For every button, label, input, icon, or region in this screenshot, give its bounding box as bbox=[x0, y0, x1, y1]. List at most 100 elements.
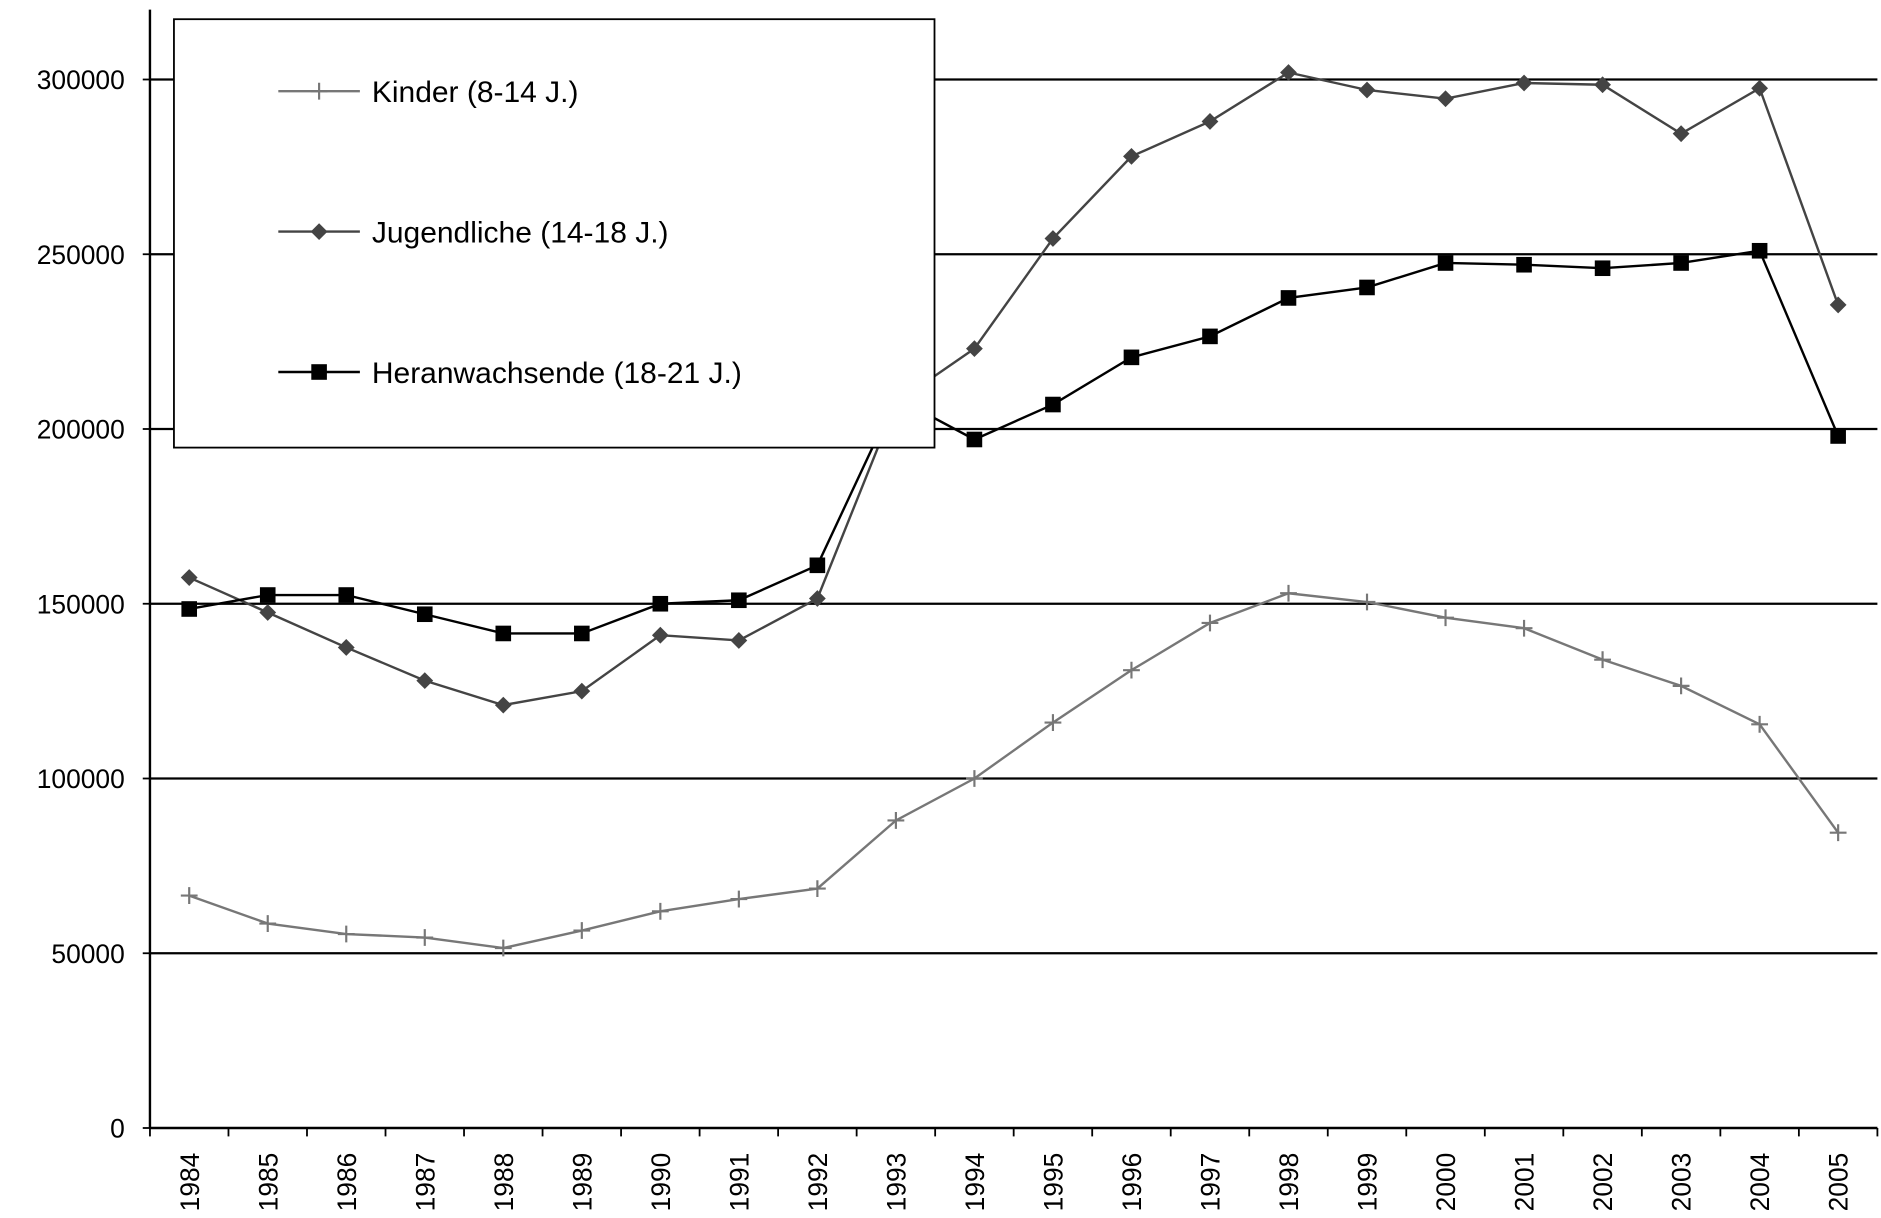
x-tick-label: 1990 bbox=[646, 1153, 676, 1212]
legend-marker bbox=[310, 223, 328, 240]
data-point bbox=[573, 922, 591, 939]
y-tick-label: 100000 bbox=[37, 764, 125, 794]
series-line bbox=[188, 71, 1840, 707]
x-tick-label: 2003 bbox=[1667, 1153, 1697, 1212]
x-tick-label: 1999 bbox=[1353, 1153, 1383, 1212]
data-point bbox=[1358, 593, 1376, 611]
data-point bbox=[1672, 125, 1690, 143]
data-point bbox=[651, 626, 669, 644]
data-point bbox=[338, 587, 355, 603]
data-point bbox=[1280, 64, 1297, 81]
x-tick-label: 2000 bbox=[1431, 1153, 1461, 1212]
data-point bbox=[1437, 609, 1454, 627]
data-point bbox=[495, 625, 512, 642]
legend-marker bbox=[310, 82, 328, 100]
data-point bbox=[808, 590, 826, 607]
data-point bbox=[1751, 242, 1768, 259]
x-tick-label: 1991 bbox=[724, 1153, 754, 1212]
data-point bbox=[651, 902, 669, 920]
legend-marker bbox=[311, 364, 327, 380]
data-point bbox=[1359, 279, 1375, 296]
data-point bbox=[259, 604, 277, 621]
x-tick-label: 1993 bbox=[881, 1153, 911, 1212]
data-point bbox=[181, 601, 198, 617]
data-point bbox=[966, 770, 983, 787]
data-point bbox=[1280, 290, 1297, 306]
y-tick-label: 300000 bbox=[37, 65, 125, 95]
data-point bbox=[1437, 255, 1454, 271]
x-tick-label: 1987 bbox=[410, 1153, 440, 1212]
data-point bbox=[1515, 619, 1533, 637]
x-tick-label: 2004 bbox=[1745, 1153, 1775, 1212]
data-point bbox=[966, 431, 983, 448]
data-point bbox=[1672, 677, 1690, 695]
data-point bbox=[573, 682, 591, 700]
x-tick-label: 1988 bbox=[489, 1153, 519, 1212]
legend-label: Jugendliche (14-18 J.) bbox=[372, 216, 669, 249]
data-point bbox=[1044, 714, 1062, 731]
data-point bbox=[494, 696, 512, 714]
data-point bbox=[259, 587, 276, 603]
data-point bbox=[1673, 255, 1689, 271]
x-tick-label: 1989 bbox=[567, 1153, 597, 1212]
data-point bbox=[730, 632, 748, 649]
y-tick-label: 0 bbox=[110, 1114, 125, 1144]
data-point bbox=[808, 880, 826, 897]
data-point bbox=[1280, 584, 1297, 602]
data-point bbox=[337, 925, 355, 943]
data-point bbox=[730, 890, 748, 908]
data-point bbox=[180, 887, 198, 904]
x-tick-label: 1985 bbox=[253, 1153, 283, 1212]
data-point bbox=[337, 639, 355, 656]
data-point bbox=[1201, 614, 1219, 632]
x-tick-label: 2001 bbox=[1510, 1153, 1540, 1212]
data-point bbox=[966, 340, 983, 358]
data-point bbox=[1829, 296, 1847, 314]
data-point bbox=[259, 915, 277, 932]
x-tick-label: 1994 bbox=[960, 1153, 990, 1212]
data-point bbox=[1437, 90, 1454, 108]
data-point bbox=[1515, 74, 1533, 92]
data-point bbox=[180, 569, 198, 586]
data-point bbox=[809, 557, 826, 574]
data-point bbox=[1201, 113, 1219, 130]
data-point bbox=[1045, 396, 1061, 413]
x-tick-label: 2002 bbox=[1588, 1153, 1618, 1212]
data-point bbox=[1358, 81, 1376, 99]
data-point bbox=[1123, 349, 1140, 366]
data-point bbox=[1830, 428, 1846, 444]
data-point bbox=[494, 939, 512, 957]
data-point bbox=[1516, 256, 1532, 273]
x-tick-label: 1986 bbox=[332, 1153, 362, 1212]
series-line bbox=[189, 249, 1840, 635]
data-point bbox=[1123, 661, 1140, 679]
data-point bbox=[574, 625, 590, 642]
x-tick-label: 1997 bbox=[1196, 1153, 1226, 1212]
data-point bbox=[416, 606, 433, 623]
data-point bbox=[1829, 824, 1847, 842]
data-point bbox=[1594, 260, 1611, 277]
x-tick-label: 1995 bbox=[1039, 1153, 1069, 1212]
y-tick-label: 150000 bbox=[37, 589, 125, 619]
y-tick-label: 250000 bbox=[37, 240, 125, 270]
y-tick-label: 200000 bbox=[37, 415, 125, 445]
x-tick-label: 1996 bbox=[1117, 1153, 1147, 1212]
data-point bbox=[731, 592, 747, 609]
x-tick-label: 1984 bbox=[175, 1153, 205, 1212]
data-point bbox=[887, 812, 905, 829]
x-tick-label: 2005 bbox=[1824, 1153, 1854, 1212]
data-point bbox=[1044, 230, 1062, 247]
data-point bbox=[1202, 328, 1218, 345]
data-point bbox=[416, 929, 434, 946]
y-tick-label: 50000 bbox=[51, 939, 124, 969]
x-tick-label: 1992 bbox=[803, 1153, 833, 1212]
data-point bbox=[1751, 79, 1769, 97]
data-point bbox=[1751, 715, 1769, 733]
x-tick-label: 1998 bbox=[1274, 1153, 1304, 1212]
data-point bbox=[652, 595, 669, 612]
legend-label: Kinder (8-14 J.) bbox=[372, 76, 579, 109]
legend-label: Heranwachsende (18-21 J.) bbox=[372, 357, 742, 390]
series-line bbox=[188, 592, 1840, 950]
